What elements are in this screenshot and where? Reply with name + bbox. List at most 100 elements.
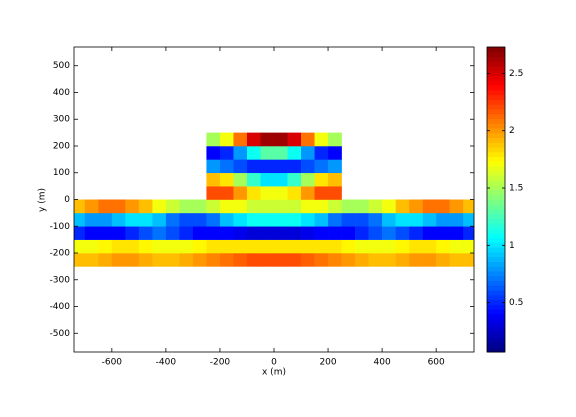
heat-cell (165, 239, 180, 254)
heat-cell (260, 199, 275, 214)
heat-cell (74, 212, 86, 227)
heat-cell (274, 132, 288, 147)
x-tick-label: -200 (210, 358, 231, 368)
heat-cell (152, 199, 167, 214)
heat-cell (152, 253, 167, 267)
heat-cell (395, 199, 410, 214)
heat-cell (314, 145, 329, 160)
colorbar-tick-label: 1 (509, 241, 515, 251)
heat-cell (314, 172, 329, 187)
heat-cell (368, 253, 383, 267)
heat-cell (111, 239, 126, 254)
heat-cell (192, 239, 207, 254)
heat-cell (219, 145, 234, 160)
heat-cell (260, 212, 275, 227)
heat-cell (287, 212, 302, 227)
heat-cell (192, 226, 207, 240)
colorbar-swatch (487, 151, 505, 158)
heat-cell (287, 145, 302, 160)
colorbar-swatch (487, 347, 505, 353)
x-tick-label: -400 (156, 358, 177, 368)
heat-cell (246, 132, 261, 147)
heat-cell (274, 172, 288, 187)
x-tick-label: 0 (271, 358, 277, 368)
y-axis-label: y (m) (38, 188, 48, 212)
colorbar-swatch (487, 323, 505, 329)
colorbar-swatch (487, 66, 505, 72)
y-tick-label: 300 (53, 115, 70, 125)
colorbar-swatch (487, 342, 505, 348)
colorbar-swatch (487, 89, 505, 96)
heat-cell (179, 253, 194, 267)
heat-cell (301, 159, 315, 174)
heat-cell (274, 239, 288, 254)
heat-cell (301, 172, 315, 187)
heat-cell (449, 212, 464, 227)
heat-cell (98, 212, 113, 227)
heat-cell (84, 212, 99, 227)
y-tick-label: 100 (53, 168, 70, 178)
heat-cell (219, 253, 234, 267)
heat-cell (111, 199, 126, 214)
heat-cell (246, 212, 261, 227)
heat-cell (395, 226, 410, 240)
heat-cell (287, 199, 302, 214)
heat-cell (287, 239, 302, 254)
colorbar-swatch (487, 156, 505, 162)
heat-cell (138, 253, 153, 267)
colorbar-swatch (487, 118, 505, 124)
heat-cell (328, 226, 342, 240)
heat-cell (84, 199, 99, 214)
heat-cell (314, 199, 329, 214)
heat-cell (219, 199, 234, 214)
heat-cell (409, 212, 423, 227)
heat-cell (274, 212, 288, 227)
colorbar-swatch (487, 218, 505, 224)
heat-cell (74, 199, 86, 214)
heat-cell (382, 199, 396, 214)
colorbar-swatch (487, 285, 505, 291)
heat-cell (219, 226, 234, 240)
heat-cell (152, 212, 167, 227)
colorbar-swatch (487, 56, 505, 62)
heat-cell (355, 199, 369, 214)
heat-cell (409, 226, 423, 240)
colorbar-swatch (487, 232, 505, 239)
colorbar-tick-label: 2.5 (509, 69, 523, 79)
y-tick-label: -100 (50, 222, 71, 232)
heat-cell (395, 212, 410, 227)
heat-cell (449, 199, 464, 214)
colorbar-swatch (487, 299, 505, 305)
heat-cell (233, 132, 248, 147)
heat-cell (192, 199, 207, 214)
heat-cell (98, 239, 113, 254)
heat-cell (341, 212, 356, 227)
heat-cell (246, 145, 261, 160)
colorbar-swatch (487, 94, 505, 100)
heat-cell (355, 239, 369, 254)
heat-cell (246, 159, 261, 174)
heat-cell (328, 239, 342, 254)
heat-cell (260, 145, 275, 160)
heat-cell (260, 159, 275, 174)
heat-cell (301, 253, 315, 267)
x-tick-label: 200 (319, 358, 336, 368)
heat-cell (463, 226, 475, 240)
heat-cell (314, 186, 329, 200)
heat-cell (84, 253, 99, 267)
heat-cell (301, 212, 315, 227)
heat-cell (125, 253, 140, 267)
colorbar-swatch (487, 328, 505, 334)
heat-cell (138, 199, 153, 214)
heat-cell (206, 239, 221, 254)
colorbar-swatch (487, 309, 505, 315)
heat-cell (436, 253, 450, 267)
heat-cell (274, 159, 288, 174)
heat-cell (206, 199, 221, 214)
heat-cell (125, 199, 140, 214)
heat-cell (301, 132, 315, 147)
heat-cell (341, 199, 356, 214)
heat-cell (463, 199, 475, 214)
colorbar-swatch (487, 123, 505, 129)
x-axis-label: x (m) (262, 368, 286, 378)
